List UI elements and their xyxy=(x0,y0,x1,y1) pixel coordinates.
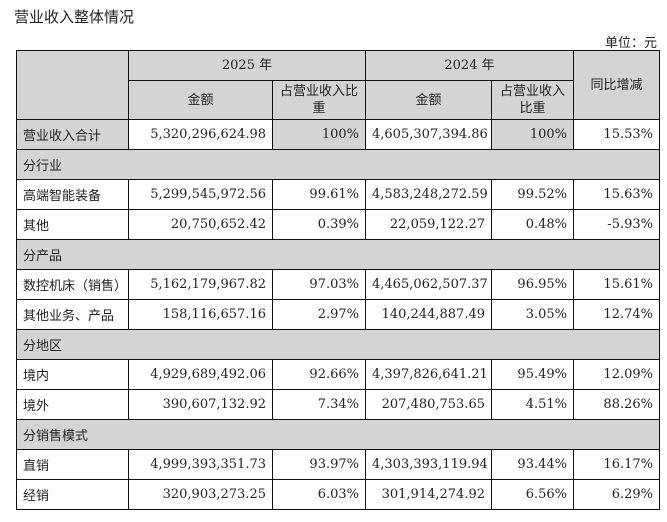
share-2025: 6.03% xyxy=(272,479,366,510)
yoy-change: 16.17% xyxy=(573,449,660,480)
unit-label: 单位：元 xyxy=(604,36,657,51)
share-2024: 6.56% xyxy=(491,479,574,510)
section-row: 分销售模式 xyxy=(16,419,660,450)
amount-2025: 158,116,657.16 xyxy=(128,299,273,330)
header-amount-2024: 金额 xyxy=(365,80,492,120)
section-row: 分行业 xyxy=(16,149,660,180)
section-label: 分产品 xyxy=(16,239,660,270)
yoy-change: 12.74% xyxy=(573,299,660,330)
share-2024: 95.49% xyxy=(491,359,574,390)
yoy-change: 15.63% xyxy=(573,179,660,210)
share-2025: 97.03% xyxy=(272,269,366,300)
total-row: 营业收入合计 5,320,296,624.98 100% 4,605,307,3… xyxy=(16,119,660,150)
total-amount-2025: 5,320,296,624.98 xyxy=(128,119,273,150)
table-row: 数控机床（销售） 5,162,179,967.82 97.03% 4,465,0… xyxy=(16,269,660,300)
section-label: 分地区 xyxy=(16,329,660,360)
total-yoy: 15.53% xyxy=(573,119,660,150)
header-2024: 2024 年 xyxy=(365,50,574,81)
row-label: 其他业务、产品 xyxy=(16,299,129,330)
yoy-change: 12.09% xyxy=(573,359,660,390)
total-label: 营业收入合计 xyxy=(16,119,129,150)
amount-2024: 4,397,826,641.21 xyxy=(365,359,492,390)
section-row: 分地区 xyxy=(16,329,660,360)
table-row: 境外 390,607,132.92 7.34% 207,480,753.65 4… xyxy=(16,389,660,420)
total-amount-2024: 4,605,307,394.86 xyxy=(365,119,492,150)
share-2025: 0.39% xyxy=(272,209,366,240)
amount-2024: 140,244,887.49 xyxy=(365,299,492,330)
amount-2025: 4,929,689,492.06 xyxy=(128,359,273,390)
header-share-2024: 占营业收入比重 xyxy=(491,80,574,120)
revenue-table: 2025 年 2024 年 同比增减 金额 占营业收入比重 金额 占营业收入比重… xyxy=(16,50,660,510)
section-row: 分产品 xyxy=(16,239,660,270)
table-row: 高端智能装备 5,299,545,972.56 99.61% 4,583,248… xyxy=(16,179,660,210)
header-blank xyxy=(16,50,129,120)
header-amount-2025: 金额 xyxy=(128,80,273,120)
amount-2024: 4,465,062,507.37 xyxy=(365,269,492,300)
header-yoy: 同比增减 xyxy=(573,50,660,120)
share-2025: 99.61% xyxy=(272,179,366,210)
amount-2025: 5,299,545,972.56 xyxy=(128,179,273,210)
share-2024: 96.95% xyxy=(491,269,574,300)
yoy-change: -5.93% xyxy=(573,209,660,240)
share-2025: 93.97% xyxy=(272,449,366,480)
share-2024: 0.48% xyxy=(491,209,574,240)
header-row: 2025 年 2024 年 同比增减 xyxy=(16,50,660,120)
yoy-change: 6.29% xyxy=(573,479,660,510)
amount-2024: 207,480,753.65 xyxy=(365,389,492,420)
page-title: 营业收入整体情况 xyxy=(14,8,135,26)
amount-2025: 5,162,179,967.82 xyxy=(128,269,273,300)
amount-2025: 4,999,393,351.73 xyxy=(128,449,273,480)
share-2024: 4.51% xyxy=(491,389,574,420)
yoy-change: 15.61% xyxy=(573,269,660,300)
yoy-change: 88.26% xyxy=(573,389,660,420)
table-row: 其他业务、产品 158,116,657.16 2.97% 140,244,887… xyxy=(16,299,660,330)
row-label: 经销 xyxy=(16,479,129,510)
row-label: 境外 xyxy=(16,389,129,420)
amount-2024: 4,303,393,119.94 xyxy=(365,449,492,480)
section-label: 分销售模式 xyxy=(16,419,660,450)
share-2024: 99.52% xyxy=(491,179,574,210)
row-label: 高端智能装备 xyxy=(16,179,129,210)
total-share-2024: 100% xyxy=(491,119,574,150)
header-2025: 2025 年 xyxy=(128,50,366,81)
table-row: 经销 320,903,273.25 6.03% 301,914,274.92 6… xyxy=(16,479,660,510)
share-2024: 93.44% xyxy=(491,449,574,480)
share-2025: 7.34% xyxy=(272,389,366,420)
row-label: 直销 xyxy=(16,449,129,480)
row-label: 其他 xyxy=(16,209,129,240)
amount-2025: 390,607,132.92 xyxy=(128,389,273,420)
header-share-2025: 占营业收入比重 xyxy=(272,80,366,120)
amount-2025: 320,903,273.25 xyxy=(128,479,273,510)
share-2024: 3.05% xyxy=(491,299,574,330)
table-row: 其他 20,750,652.42 0.39% 22,059,122.27 0.4… xyxy=(16,209,660,240)
amount-2025: 20,750,652.42 xyxy=(128,209,273,240)
row-label: 数控机床（销售） xyxy=(16,269,129,300)
subheader-row: 金额 占营业收入比重 金额 占营业收入比重 xyxy=(17,80,660,120)
total-share-2025: 100% xyxy=(272,119,366,150)
table-row: 境内 4,929,689,492.06 92.66% 4,397,826,641… xyxy=(16,359,660,390)
table-row: 直销 4,999,393,351.73 93.97% 4,303,393,119… xyxy=(16,449,660,480)
amount-2024: 301,914,274.92 xyxy=(365,479,492,510)
section-label: 分行业 xyxy=(16,149,660,180)
share-2025: 92.66% xyxy=(272,359,366,390)
amount-2024: 22,059,122.27 xyxy=(365,209,492,240)
share-2025: 2.97% xyxy=(272,299,366,330)
amount-2024: 4,583,248,272.59 xyxy=(365,179,492,210)
row-label: 境内 xyxy=(16,359,129,390)
